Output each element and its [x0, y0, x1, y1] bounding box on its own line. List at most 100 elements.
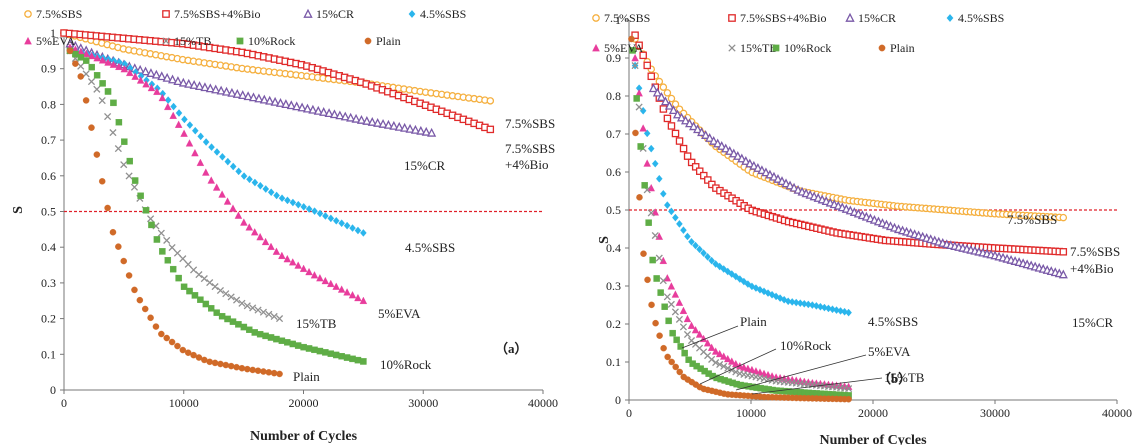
data-point: [785, 180, 795, 190]
data-point: [305, 205, 313, 213]
data-point: [121, 138, 128, 145]
annotation-label: 10%Rock: [780, 338, 832, 353]
data-point: [191, 292, 199, 299]
data-point: [677, 343, 684, 350]
legend-marker: [592, 14, 600, 22]
data-point: [211, 84, 221, 94]
data-point: [233, 363, 240, 371]
data-point: [675, 298, 684, 306]
data-point: [695, 330, 704, 338]
data-point: [233, 296, 241, 304]
data-point: [254, 93, 264, 103]
data-point: [632, 129, 639, 137]
data-point: [147, 314, 154, 322]
data-point: [125, 172, 133, 180]
data-point: [356, 114, 367, 124]
data-point: [202, 300, 210, 308]
data-point: [668, 207, 675, 216]
data-point: [158, 330, 165, 338]
data-point: [262, 332, 269, 340]
data-point: [216, 85, 226, 95]
series-4-5-sbs: [631, 61, 852, 317]
data-point: [181, 115, 188, 124]
data-point: [784, 297, 792, 306]
data-point: [245, 223, 254, 231]
data-point: [354, 293, 362, 302]
data-point: [178, 77, 188, 87]
data-point: [197, 132, 204, 141]
data-point: [174, 120, 183, 128]
data-point: [757, 165, 767, 175]
data-point: [696, 245, 703, 254]
data-point: [637, 143, 644, 150]
data-point: [732, 272, 740, 281]
data-point: [240, 218, 248, 226]
data-point: [184, 349, 192, 356]
data-point: [655, 77, 664, 86]
annotation-label: 4.5%SBS: [868, 314, 918, 329]
data-point: [667, 122, 676, 130]
data-point: [184, 260, 192, 268]
data-point: [229, 204, 237, 212]
data-point: [130, 183, 139, 191]
data-point: [732, 368, 740, 376]
data-point: [273, 191, 280, 200]
data-point: [87, 51, 96, 60]
data-point: [343, 354, 351, 361]
data-point: [741, 156, 751, 165]
data-point: [254, 367, 262, 374]
data-point: [99, 80, 106, 87]
data-point: [680, 226, 687, 235]
x-tick-label: 40000: [528, 396, 558, 410]
legend-label: 7.5%SBS: [36, 7, 82, 21]
data-point: [669, 329, 676, 337]
data-point: [222, 361, 230, 369]
data-point: [131, 286, 138, 294]
data-point: [98, 96, 106, 105]
data-point: [724, 354, 732, 363]
data-point: [745, 158, 755, 168]
data-point: [180, 283, 188, 290]
data-point: [299, 264, 308, 272]
data-point: [672, 363, 679, 371]
data-point: [126, 68, 134, 77]
data-point: [712, 359, 720, 367]
data-point: [77, 54, 85, 61]
data-point: [251, 329, 258, 336]
data-point: [77, 62, 85, 70]
x-axis-title: Number of Cycles: [819, 433, 927, 445]
data-point: [196, 158, 205, 166]
data-point: [206, 358, 213, 366]
data-point: [693, 124, 703, 134]
data-point: [167, 74, 178, 84]
legend-label: 10%Rock: [784, 41, 831, 55]
legend-marker: [408, 10, 416, 18]
data-point: [373, 117, 383, 127]
data-point: [125, 272, 133, 279]
data-point: [218, 190, 226, 198]
data-point: [195, 271, 203, 279]
data-point: [146, 68, 156, 77]
data-point: [671, 290, 680, 298]
data-point: [174, 342, 181, 350]
data-point: [109, 228, 117, 236]
x-tick-label: 20000: [858, 406, 888, 420]
annotation-leader: [751, 377, 883, 395]
data-point: [659, 277, 667, 285]
y-tick-label: 0.3: [606, 279, 621, 293]
data-point: [275, 315, 284, 323]
data-point: [141, 305, 149, 313]
data-point: [378, 118, 388, 128]
data-point: [202, 168, 210, 176]
data-point: [93, 85, 101, 93]
data-point: [752, 284, 760, 292]
data-point: [270, 96, 280, 106]
data-point: [805, 300, 812, 309]
data-point: [643, 61, 651, 70]
data-point: [764, 289, 772, 297]
data-point: [676, 220, 683, 228]
data-point: [300, 202, 308, 211]
data-point: [249, 304, 257, 312]
data-point: [131, 72, 139, 80]
data-point: [186, 121, 194, 129]
